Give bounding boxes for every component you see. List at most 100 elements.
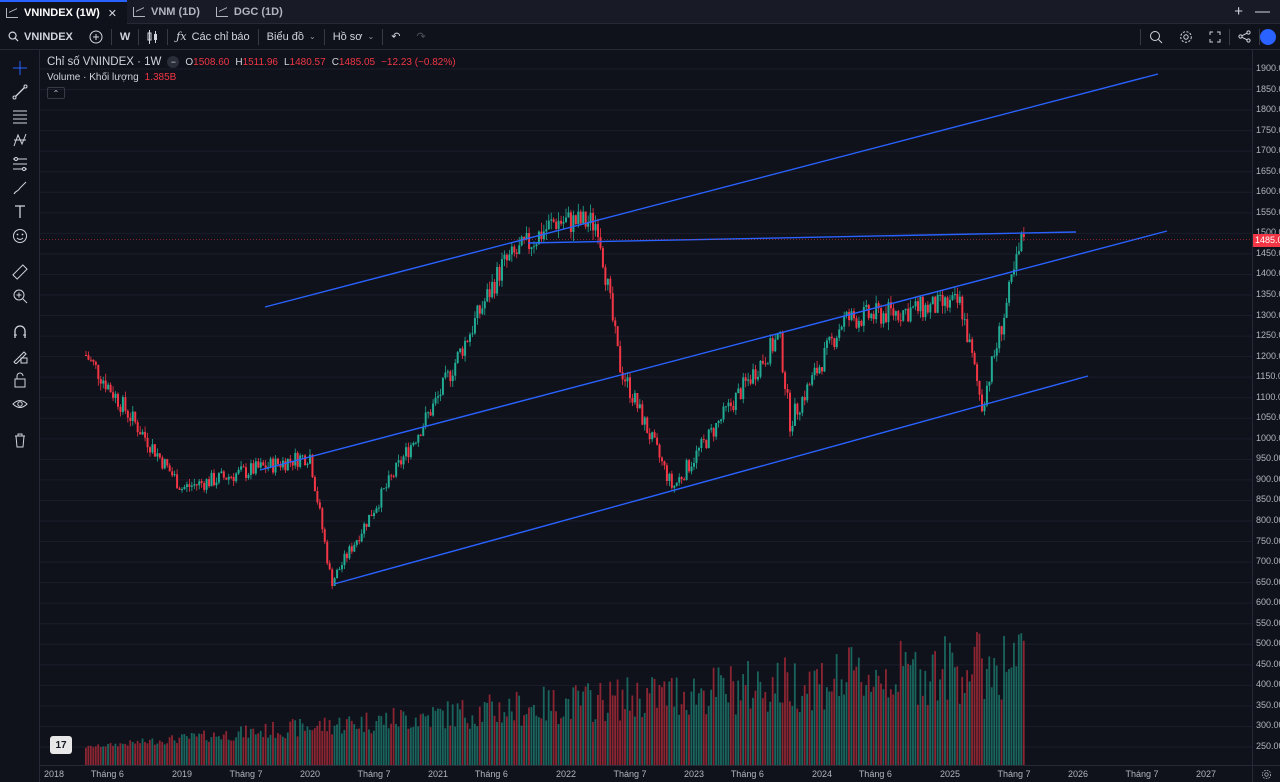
pattern-icon[interactable]: [9, 130, 31, 150]
candle-body: [469, 334, 471, 342]
candle-body: [771, 338, 774, 352]
candle-body: [929, 304, 932, 313]
symbol-search[interactable]: VNINDEX: [0, 24, 81, 50]
volume-bar: [971, 674, 973, 765]
price-axis[interactable]: 250.00 300.00 350.00 400.00 450.00 500.00 550.…: [1252, 50, 1280, 765]
candle-body: [725, 406, 727, 408]
crosshair-icon[interactable]: [9, 58, 31, 78]
volume-bar: [365, 712, 368, 765]
publish-button[interactable]: [1260, 28, 1276, 45]
tab-vnm[interactable]: VNM (1D): [127, 0, 210, 24]
profile-dropdown[interactable]: Hồ sơ ⌄: [325, 24, 383, 50]
share-button[interactable]: [1230, 24, 1259, 50]
volume-label[interactable]: Volume · Khối lượng: [47, 72, 139, 83]
indicators-button[interactable]: ƒx Các chỉ báo: [168, 24, 257, 50]
trash-icon[interactable]: [9, 430, 31, 450]
chart-pane[interactable]: [40, 50, 1252, 765]
trendline: [264, 73, 1159, 308]
brush-icon[interactable]: [9, 178, 31, 198]
candle-body: [279, 464, 282, 468]
candle-body: [577, 211, 580, 225]
tab-vnindex[interactable]: VNINDEX (1W) ✕: [0, 0, 127, 24]
candle-body: [912, 306, 915, 308]
undo-button[interactable]: ↶: [383, 24, 408, 50]
chart-icon: [133, 7, 145, 17]
candle-body: [882, 313, 885, 324]
volume-bar: [195, 736, 198, 765]
volume-bar: [422, 713, 425, 765]
volume-bar: [272, 721, 274, 765]
fullscreen-button[interactable]: [1201, 24, 1229, 50]
price-chart[interactable]: [40, 50, 1252, 765]
volume-bar: [552, 690, 555, 765]
collapse-legend-button[interactable]: ⌃: [47, 87, 65, 99]
candle-body: [902, 310, 905, 321]
candle-body: [631, 397, 634, 403]
settings-button[interactable]: [1171, 24, 1201, 50]
tradingview-logo[interactable]: 17: [50, 736, 72, 754]
close-icon[interactable]: ✕: [107, 7, 117, 20]
volume-bar: [94, 746, 97, 765]
volume-bar: [395, 724, 397, 765]
candle-body: [737, 388, 740, 394]
lock-icon[interactable]: [9, 370, 31, 390]
price-tick: 1900.00: [1256, 63, 1280, 73]
emoji-icon[interactable]: [9, 226, 31, 246]
volume-bar: [217, 736, 220, 765]
volume-bar: [1020, 633, 1023, 765]
quick-search-button[interactable]: [1141, 24, 1171, 50]
candle-body: [742, 377, 745, 400]
volume-bar: [656, 707, 658, 765]
trend-line-icon[interactable]: [9, 82, 31, 102]
ruler-icon[interactable]: [9, 262, 31, 282]
price-tick: 1600.00: [1256, 186, 1280, 197]
fib-icon[interactable]: [9, 154, 31, 174]
hide-legend-button[interactable]: −: [167, 56, 180, 68]
candle-body: [569, 212, 572, 233]
redo-button[interactable]: ↷: [408, 24, 433, 50]
tab-dgc[interactable]: DGC (1D): [210, 0, 293, 24]
volume-bar: [949, 642, 951, 765]
candle-body: [439, 394, 442, 397]
volume-bar: [550, 710, 553, 765]
candle-body: [518, 245, 521, 255]
volume-bar: [710, 689, 713, 765]
lock-pencil-icon[interactable]: [9, 346, 31, 366]
magnet-icon[interactable]: [9, 322, 31, 342]
axis-settings-button[interactable]: [1252, 765, 1280, 782]
add-tab-icon[interactable]: +: [1234, 3, 1243, 20]
candle-body: [643, 417, 646, 425]
interval-button[interactable]: W: [112, 24, 138, 50]
volume-bar: [515, 691, 518, 765]
candle-body: [254, 461, 257, 474]
volume-bar: [565, 698, 567, 765]
volume-bar: [796, 708, 799, 765]
volume-bar: [806, 693, 809, 765]
symbol-title[interactable]: Chỉ số VNINDEX · 1W: [47, 56, 162, 68]
candle-body: [946, 297, 949, 308]
volume-bar: [936, 700, 939, 765]
text-icon[interactable]: [9, 202, 31, 222]
eye-icon[interactable]: [9, 394, 31, 414]
candle-body: [712, 428, 715, 437]
candle-body: [744, 377, 747, 381]
volume-bar: [533, 704, 535, 765]
chart-type-button[interactable]: [139, 24, 167, 50]
volume-bar: [683, 691, 685, 765]
volume-bar: [449, 725, 452, 765]
volume-bar: [414, 717, 417, 765]
horizontal-lines-icon[interactable]: [9, 106, 31, 126]
volume-bar: [392, 707, 395, 765]
zoom-in-icon[interactable]: [9, 286, 31, 306]
candle-body: [761, 360, 764, 364]
time-axis[interactable]: 2018 Tháng 6 2019 Tháng 7 2020 Tháng 7 2021 Thá…: [40, 765, 1252, 782]
minimize-icon[interactable]: —: [1255, 3, 1270, 20]
volume-bar: [117, 746, 119, 765]
volume-bar: [958, 703, 961, 765]
candle-body: [331, 569, 334, 587]
compare-button[interactable]: [81, 24, 111, 50]
volume-bar: [405, 715, 407, 765]
candlesticks: [85, 203, 1025, 590]
layout-dropdown[interactable]: Biểu đồ ⌄: [259, 24, 324, 50]
volume-bar: [107, 743, 109, 765]
